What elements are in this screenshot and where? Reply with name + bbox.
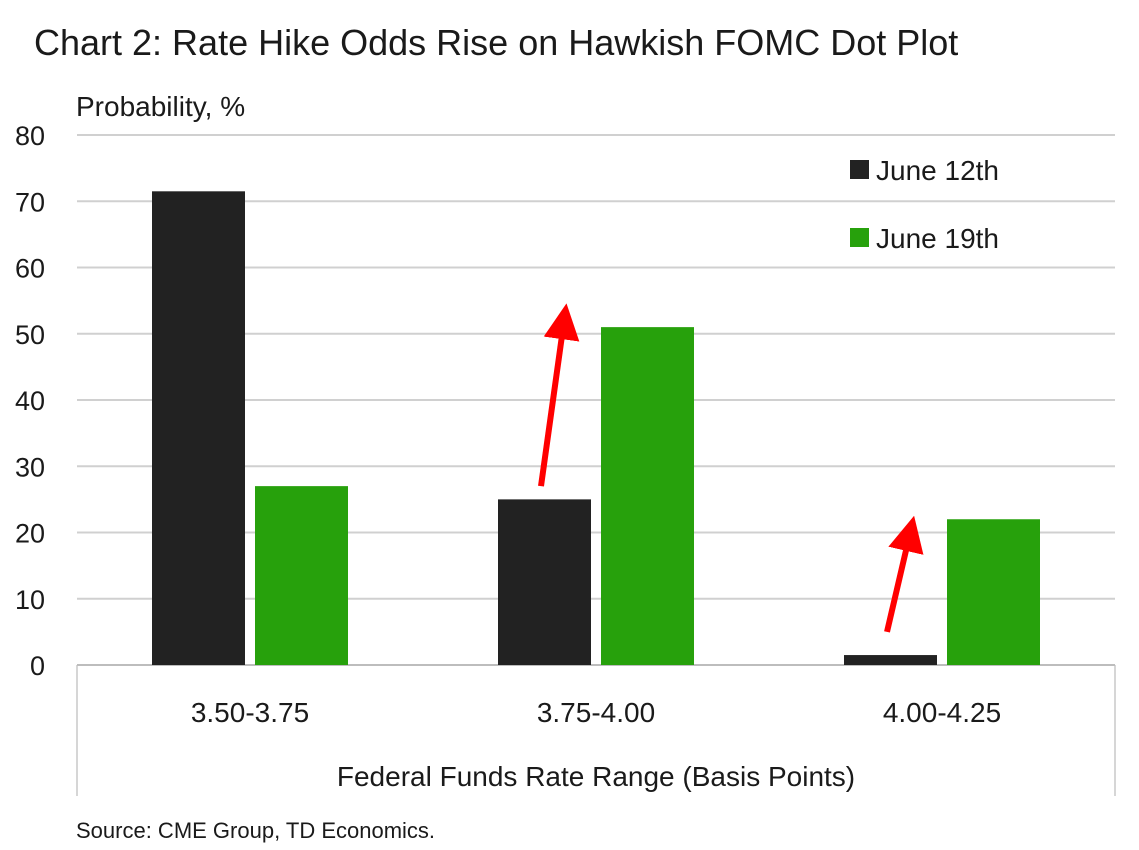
y-tick-label: 0 bbox=[30, 651, 45, 681]
bars bbox=[152, 191, 1040, 665]
annotation-arrow bbox=[538, 303, 580, 487]
y-axis-label: Probability, % bbox=[76, 91, 245, 122]
y-tick-label: 30 bbox=[15, 452, 45, 482]
y-tick-label: 60 bbox=[15, 254, 45, 284]
legend-label: June 12th bbox=[876, 155, 999, 186]
y-tick-label: 50 bbox=[15, 320, 45, 350]
bar-june-19th-4.00-4.25 bbox=[947, 519, 1040, 665]
x-axis-label: Federal Funds Rate Range (Basis Points) bbox=[337, 761, 855, 792]
y-tick-label: 70 bbox=[15, 187, 45, 217]
chart-title: Chart 2: Rate Hike Odds Rise on Hawkish … bbox=[34, 22, 959, 63]
bar-june-12th-4.00-4.25 bbox=[844, 655, 937, 665]
bar-june-19th-3.75-4.00 bbox=[601, 327, 694, 665]
legend-swatch bbox=[850, 228, 869, 247]
category-label: 3.50-3.75 bbox=[191, 697, 309, 728]
bar-june-12th-3.75-4.00 bbox=[498, 499, 591, 665]
category-label: 3.75-4.00 bbox=[537, 697, 655, 728]
annotation-arrows bbox=[538, 303, 924, 633]
legend-swatch bbox=[850, 160, 869, 179]
category-label: 4.00-4.25 bbox=[883, 697, 1001, 728]
axis-frame bbox=[76, 664, 1116, 796]
y-tick-label: 80 bbox=[15, 121, 45, 151]
source-note: Source: CME Group, TD Economics. bbox=[76, 818, 436, 843]
category-labels: 3.50-3.75 3.75-4.00 4.00-4.25 bbox=[191, 697, 1001, 728]
y-tick-label: 40 bbox=[15, 386, 45, 416]
y-tick-labels: 0 10 20 30 40 50 60 70 80 bbox=[15, 121, 45, 681]
y-tick-label: 20 bbox=[15, 519, 45, 549]
bar-june-12th-3.50-3.75 bbox=[152, 191, 245, 665]
legend-label: June 19th bbox=[876, 223, 999, 254]
annotation-arrow bbox=[884, 515, 924, 633]
gridlines bbox=[77, 134, 1115, 600]
bar-june-19th-3.50-3.75 bbox=[255, 486, 348, 665]
legend: June 12th June 19th bbox=[850, 155, 999, 254]
y-tick-label: 10 bbox=[15, 585, 45, 615]
